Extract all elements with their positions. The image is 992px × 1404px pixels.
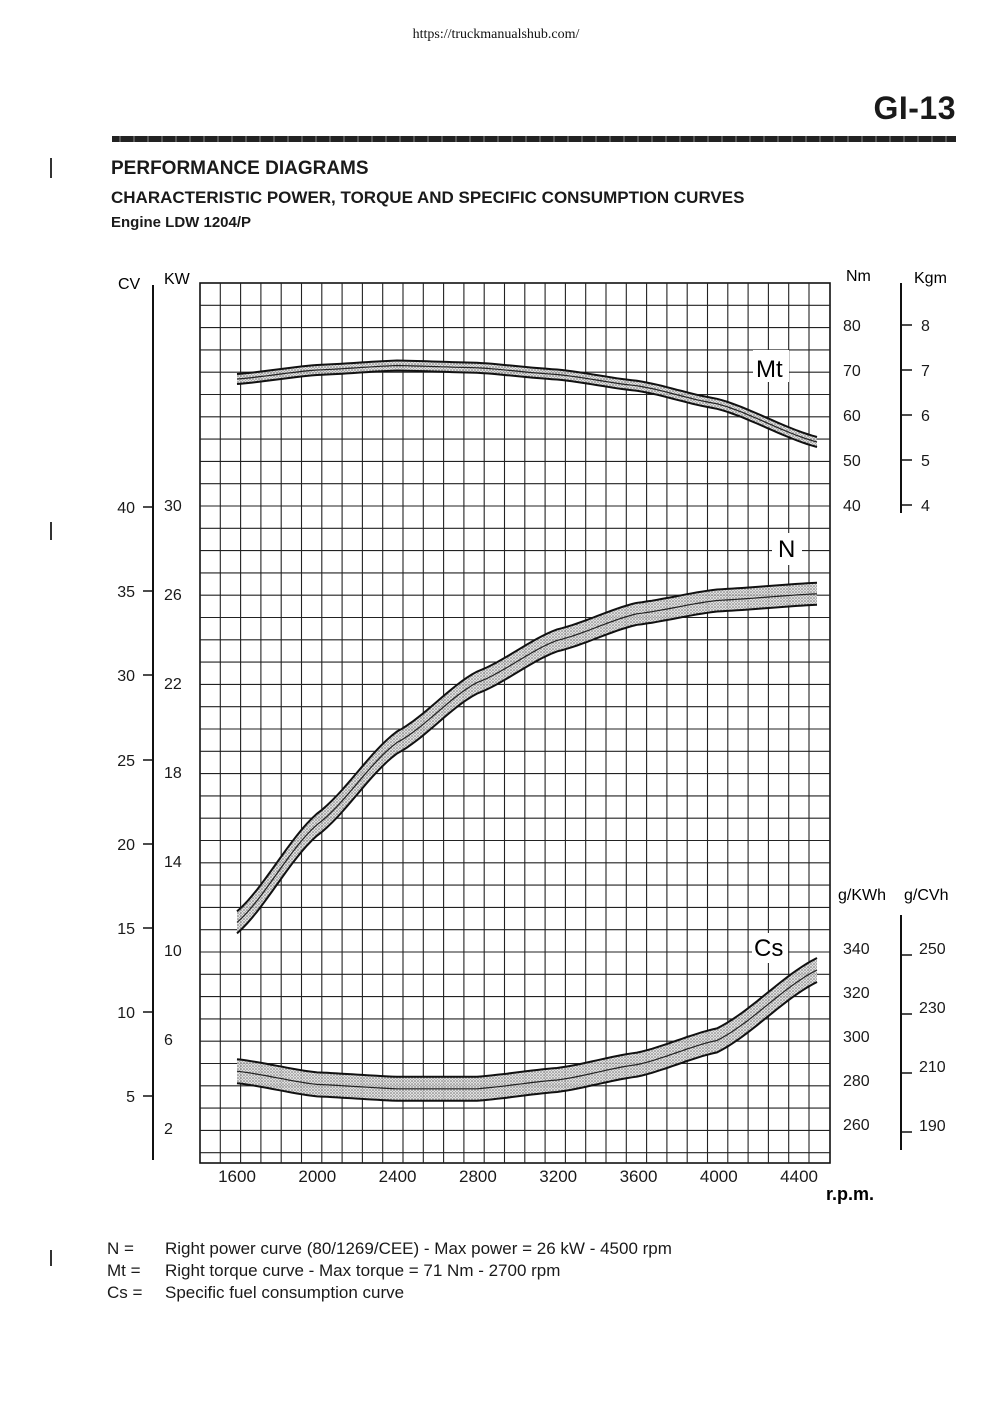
- section-title: PERFORMANCE DIAGRAMS: [111, 158, 369, 179]
- tick-label-cv: 40: [117, 500, 135, 517]
- tick-label-gcvh: 250: [919, 941, 946, 958]
- tick-label-kw: 10: [164, 943, 182, 960]
- tick-label-gcvh: 210: [919, 1059, 946, 1076]
- curve-band-fill: [237, 958, 817, 1101]
- axis-label-kgm: Kgm: [914, 270, 947, 287]
- tick-label-rpm: 1600: [218, 1167, 256, 1186]
- tick-label-kw: 6: [164, 1032, 173, 1049]
- tick-label-gcvh: 190: [919, 1118, 946, 1135]
- axis-label-kw: KW: [164, 271, 191, 288]
- legend-text: Right power curve (80/1269/CEE) - Max po…: [165, 1239, 672, 1258]
- legend-key: N =: [107, 1239, 134, 1258]
- tick-label-kgm: 5: [921, 453, 930, 470]
- tick-label-kw: 30: [164, 498, 182, 515]
- curve-band-lower: [236, 369, 818, 448]
- tick-label-kgm: 8: [921, 318, 930, 335]
- curve-legend: N = Right power curve (80/1269/CEE) - Ma…: [107, 1238, 672, 1304]
- tick-label-cv: 25: [117, 753, 135, 770]
- tick-label-gcvh: 230: [919, 1000, 946, 1017]
- tick-label-rpm: 4000: [700, 1167, 738, 1186]
- tick-label-gkwh: 340: [843, 941, 870, 958]
- curve-n: [236, 581, 818, 935]
- tick-label-cv: 10: [117, 1005, 135, 1022]
- curve-band-fill: [237, 582, 817, 934]
- x-axis-label: r.p.m.: [826, 1184, 874, 1204]
- tick-label-rpm: 4400: [780, 1167, 818, 1186]
- axis-label-gcvh: g/CVh: [904, 887, 948, 904]
- plot-frame: [199, 282, 831, 1164]
- chart-grid: [199, 282, 831, 1164]
- tick-label-cv: 5: [126, 1089, 135, 1106]
- margin-mark: [50, 522, 52, 540]
- chart-axes: [143, 283, 912, 1160]
- tick-label-nm: 60: [843, 408, 861, 425]
- tick-label-gkwh: 260: [843, 1117, 870, 1134]
- source-url: https://truckmanualshub.com/: [412, 27, 580, 42]
- curve-label-mt: Mt: [753, 350, 789, 383]
- curve-center-line: [236, 969, 818, 1090]
- tick-label-nm: 70: [843, 363, 861, 380]
- svg-text:Cs: Cs: [754, 935, 783, 962]
- tick-label-kgm: 6: [921, 408, 930, 425]
- header-rule: [112, 136, 956, 142]
- margin-mark: [50, 158, 52, 178]
- legend-key: Mt =: [107, 1261, 141, 1280]
- curve-bands: [236, 359, 818, 1102]
- legend-row: Cs = Specific fuel consumption curve: [107, 1282, 672, 1304]
- tick-label-rpm: 2800: [459, 1167, 497, 1186]
- curve-band-lower: [236, 981, 818, 1102]
- tick-label-gkwh: 280: [843, 1073, 870, 1090]
- tick-label-rpm: 3600: [620, 1167, 658, 1186]
- tick-label-cv: 35: [117, 584, 135, 601]
- page-number: GI-13: [873, 90, 956, 126]
- tick-label-kgm: 4: [921, 498, 930, 515]
- curve-band-lower: [236, 603, 818, 935]
- curve-band-fill: [237, 360, 817, 447]
- svg-text:N: N: [778, 536, 795, 563]
- tick-label-gkwh: 320: [843, 985, 870, 1002]
- curve-band-upper: [236, 581, 818, 913]
- curve-cs: [236, 957, 818, 1102]
- chart-tick-labels: 4035302520151053026221814106280706050408…: [117, 318, 946, 1186]
- curve-label-n: N: [772, 533, 802, 565]
- legend-text: Specific fuel consumption curve: [165, 1283, 405, 1302]
- legend-row: Mt = Right torque curve - Max torque = 7…: [107, 1260, 672, 1282]
- axis-label-cv: CV: [118, 276, 141, 293]
- tick-label-rpm: 2000: [298, 1167, 336, 1186]
- curve-band-upper: [236, 359, 818, 438]
- legend-row: N = Right power curve (80/1269/CEE) - Ma…: [107, 1238, 672, 1260]
- tick-label-kgm: 7: [921, 363, 930, 380]
- engine-label: Engine LDW 1204/P: [111, 214, 252, 231]
- tick-label-nm: 40: [843, 498, 861, 515]
- curve-band-upper: [236, 957, 818, 1078]
- tick-label-kw: 22: [164, 676, 182, 693]
- section-subtitle: CHARACTERISTIC POWER, TORQUE AND SPECIFI…: [111, 188, 745, 207]
- tick-label-kw: 26: [164, 587, 182, 604]
- tick-label-kw: 2: [164, 1121, 173, 1138]
- tick-label-rpm: 3200: [539, 1167, 577, 1186]
- tick-label-cv: 20: [117, 837, 135, 854]
- tick-label-cv: 30: [117, 668, 135, 685]
- tick-label-gkwh: 300: [843, 1029, 870, 1046]
- axis-label-nm: Nm: [846, 268, 871, 285]
- legend-text: Right torque curve - Max torque = 71 Nm …: [165, 1261, 561, 1280]
- curve-mt: [236, 359, 818, 448]
- tick-label-nm: 80: [843, 318, 861, 335]
- tick-label-rpm: 2400: [379, 1167, 417, 1186]
- axis-label-gkwh: g/KWh: [838, 887, 886, 904]
- tick-label-kw: 14: [164, 854, 182, 871]
- curve-label-cs: Cs: [752, 933, 788, 963]
- tick-label-cv: 15: [117, 921, 135, 938]
- tick-label-nm: 50: [843, 453, 861, 470]
- legend-key: Cs =: [107, 1283, 143, 1302]
- margin-mark: [50, 1250, 52, 1266]
- tick-label-kw: 18: [164, 765, 182, 782]
- curve-center-line: [236, 364, 818, 443]
- svg-text:Mt: Mt: [756, 356, 783, 383]
- curve-center-line: [236, 593, 818, 923]
